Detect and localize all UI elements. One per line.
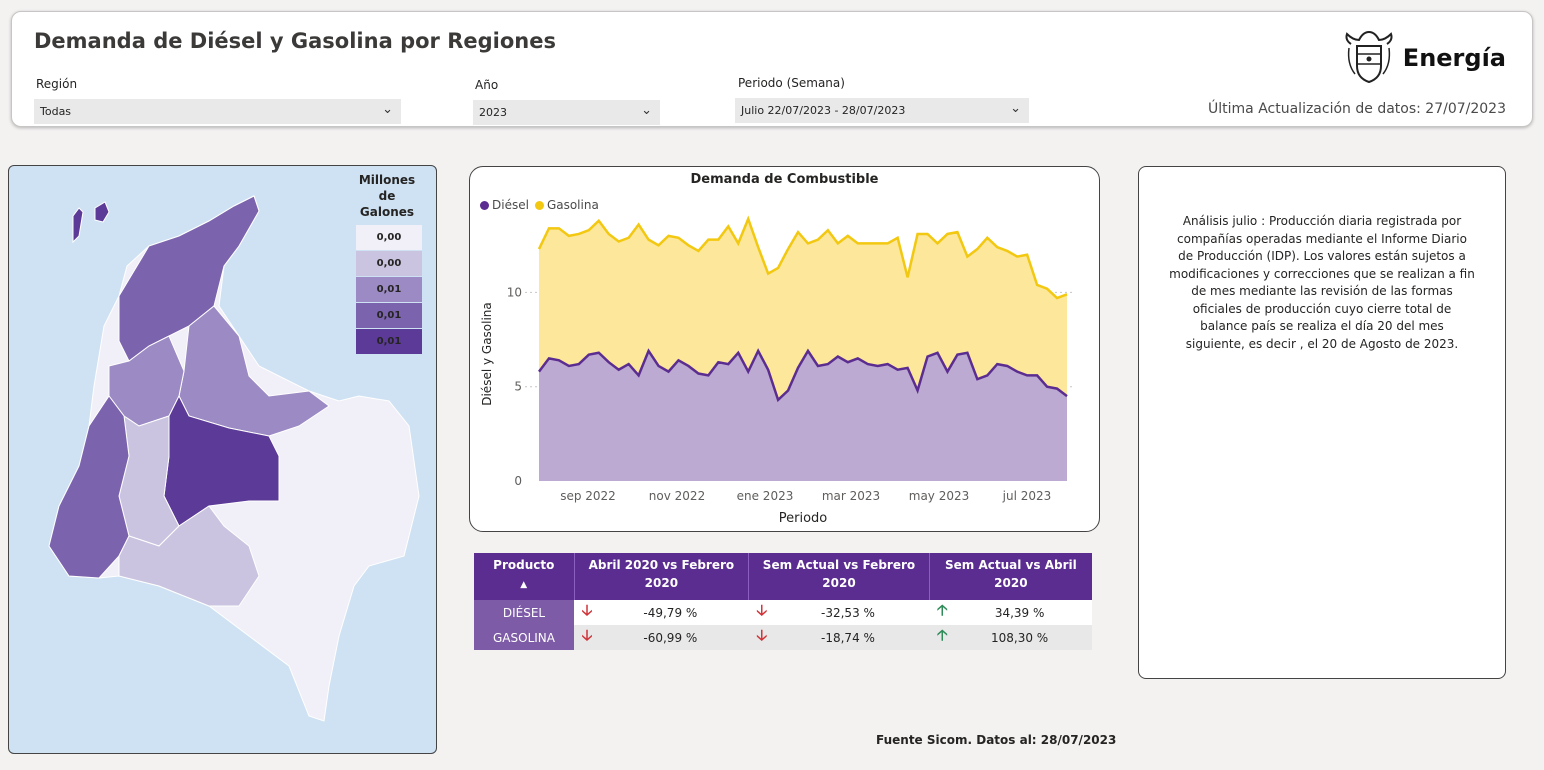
region-filter-label: Región: [36, 77, 78, 91]
legend-item[interactable]: 0,00: [356, 225, 422, 250]
value-cell: -32,53 %: [821, 605, 875, 620]
y-tick-label: 10: [507, 285, 522, 299]
region-dropdown[interactable]: Todas ⌄: [34, 99, 401, 124]
map-region-pacifico[interactable]: [48, 395, 130, 579]
fuel-demand-chart-card: Demanda de Combustible Diésel Gasolina 0…: [469, 166, 1100, 532]
legend-dot-icon: [534, 201, 544, 210]
page-title: Demanda de Diésel y Gasolina por Regione…: [34, 29, 556, 53]
logo: Energía: [1343, 30, 1506, 86]
legend-dot-icon: [480, 201, 489, 210]
x-tick-label: mar 2023: [822, 489, 880, 503]
diesel-line[interactable]: [538, 348, 1068, 403]
last-update-text: Última Actualización de datos: 27/07/202…: [1208, 101, 1506, 117]
legend-item[interactable]: 0,00: [356, 251, 422, 276]
table-header-producto[interactable]: Producto ▲: [474, 553, 575, 600]
map-region-islands[interactable]: [94, 201, 110, 223]
y-axis-title: Diésel y Gasolina: [480, 302, 494, 406]
chevron-down-icon: ⌄: [1010, 101, 1021, 116]
x-tick-label: may 2023: [909, 489, 970, 503]
analysis-text: Análisis julio : Producción diaria regis…: [1169, 214, 1475, 351]
arrow-up-icon: 🡡: [936, 601, 948, 619]
arrow-up-icon: 🡡: [936, 626, 948, 644]
sort-asc-icon: ▲: [520, 580, 528, 590]
year-dropdown[interactable]: 2023 ⌄: [473, 100, 660, 125]
legend-gasolina[interactable]: Gasolina: [534, 198, 599, 212]
chevron-down-icon: ⌄: [641, 103, 652, 118]
map-region-islands[interactable]: [72, 207, 84, 244]
analysis-card: Análisis julio : Producción diaria regis…: [1138, 166, 1506, 679]
comparison-table: Producto ▲ Abril 2020 vs Febrero 2020 Sem…: [474, 553, 1092, 650]
value-cell: -18,74 %: [821, 630, 875, 645]
table-row[interactable]: DIÉSEL 🡣 -49,79 % 🡣 -32,53 % 🡡 34,39 %: [474, 600, 1092, 625]
product-cell: GASOLINA: [474, 625, 574, 650]
colombia-map: [48, 195, 420, 722]
value-cell: 108,30 %: [991, 630, 1049, 645]
arrow-down-icon: 🡣: [756, 626, 768, 644]
area-chart[interactable]: 0 5 10 sep 2022 nov 2022 ene 2023 mar 2023 may …: [470, 167, 1099, 531]
coat-of-arms-icon: [1345, 30, 1393, 84]
legend-title: Millones de Galones: [358, 173, 416, 219]
x-tick-label: jul 2023: [1002, 489, 1052, 503]
x-tick-label: nov 2022: [649, 489, 705, 503]
chart-legend: Diésel Gasolina: [480, 198, 599, 212]
period-filter-label: Periodo (Semana): [738, 76, 845, 90]
year-dropdown-value: 2023: [479, 106, 507, 119]
gasolina-line[interactable]: [537, 215, 1068, 300]
chevron-down-icon: ⌄: [382, 102, 393, 117]
diesel-area[interactable]: [539, 350, 1067, 481]
chart-title: Demanda de Combustible: [690, 172, 879, 187]
source-footer: Fuente Sicom. Datos al: 28/07/2023: [876, 733, 1117, 747]
legend-item[interactable]: 0,01: [356, 303, 422, 328]
value-cell: -60,99 %: [643, 630, 698, 645]
arrow-down-icon: 🡣: [581, 626, 593, 644]
y-tick-label: 5: [514, 380, 522, 394]
period-dropdown[interactable]: Julio 22/07/2023 - 28/07/2023 ⌄: [735, 98, 1029, 123]
legend-diesel[interactable]: Diésel: [480, 198, 529, 212]
x-tick-label: ene 2023: [737, 489, 794, 503]
region-map: Millones de Galones 0,00 0,00 0,01 0,01 0…: [8, 165, 437, 754]
table-header-sem-vs-febrero[interactable]: Sem Actual vs Febrero 2020: [748, 553, 930, 600]
table-header-abril-vs-febrero[interactable]: Abril 2020 vs Febrero 2020: [574, 553, 750, 600]
x-tick-label: sep 2022: [560, 489, 616, 503]
map-region-sur[interactable]: [118, 505, 260, 607]
legend-item[interactable]: 0,01: [356, 277, 422, 302]
header-card: Demanda de Diésel y Gasolina por Regione…: [11, 11, 1533, 127]
y-tick-label: 0: [514, 474, 522, 488]
x-axis-title: Periodo: [779, 511, 828, 526]
arrow-down-icon: 🡣: [581, 601, 593, 619]
brand-name: Energía: [1402, 44, 1506, 72]
region-dropdown-value: Todas: [40, 105, 72, 118]
arrow-down-icon: 🡣: [756, 601, 768, 619]
legend-item[interactable]: 0,01: [356, 329, 422, 354]
value-cell: 34,39 %: [994, 605, 1045, 620]
year-filter-label: Año: [475, 78, 499, 92]
table-header-sem-vs-abril[interactable]: Sem Actual vs Abril 2020: [929, 553, 1092, 600]
product-cell: DIÉSEL: [474, 600, 574, 625]
value-cell: -49,79 %: [643, 605, 698, 620]
table-row[interactable]: GASOLINA 🡣 -60,99 % 🡣 -18,74 % 🡡 108,30 %: [474, 625, 1092, 650]
period-dropdown-value: Julio 22/07/2023 - 28/07/2023: [741, 104, 906, 117]
map-legend: Millones de Galones 0,00 0,00 0,01 0,01 0…: [352, 172, 422, 355]
